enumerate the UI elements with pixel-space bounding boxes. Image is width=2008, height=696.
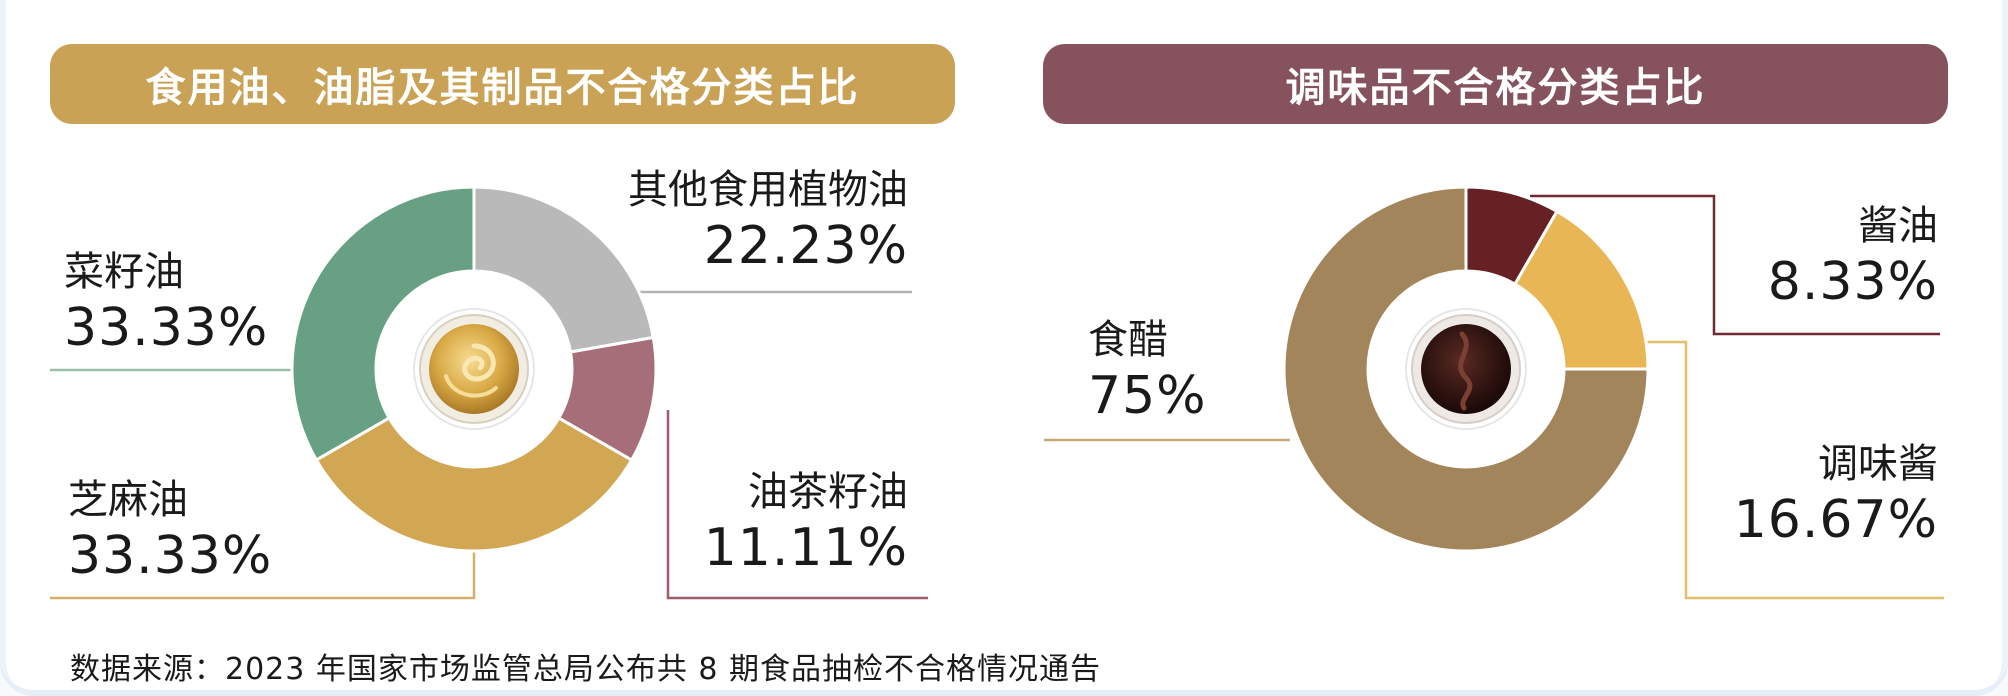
left-donut-chart [290,185,658,553]
label-name: 芝麻油 [68,477,188,523]
left-chart-title: 食用油、油脂及其制品不合格分类占比 [145,65,860,111]
label-percent: 8.33% [1767,252,1938,312]
label-name: 菜籽油 [64,249,184,295]
label-vinegar: 食醋 75% [1088,320,1207,422]
label-rapeseed-oil: 菜籽油 33.33% [64,252,268,354]
oil-dish-icon [413,308,535,430]
right-chart-title-banner: 调味品不合格分类占比 [1043,44,1948,124]
label-name: 食醋 [1088,317,1168,363]
right-donut-chart [1282,185,1650,553]
label-sesame-oil: 芝麻油 33.33% [68,480,272,582]
label-percent: 33.33% [64,298,269,358]
label-percent: 22.23% [703,216,908,276]
data-source-note: 数据来源：2023 年国家市场监管总局公布共 8 期食品抽检不合格情况通告 [70,652,1102,687]
label-name: 其他食用植物油 [628,167,908,213]
leader-soy-sauce [1530,194,1940,336]
label-seasoning-sauce: 调味酱 16.67% [1734,444,1938,546]
leader-seasoning-sauce [1646,340,1944,600]
leader-sesame-oil [50,551,476,600]
left-chart-leader-lines [50,290,928,600]
right-chart-title: 调味品不合格分类占比 [1285,65,1706,111]
left-chart-title-banner: 食用油、油脂及其制品不合格分类占比 [50,44,955,124]
label-other-vegetable-oil: 其他食用植物油 22.23% [628,170,908,272]
label-camellia-oil: 油茶籽油 11.11% [704,472,908,574]
label-name: 油茶籽油 [748,469,908,515]
sauce-dish-icon [1405,308,1527,430]
label-percent: 11.11% [703,518,908,578]
label-percent: 75% [1088,366,1207,426]
leader-camellia-oil [666,410,928,600]
right-chart-leader-lines [1044,194,1944,600]
label-soy-sauce: 酱油 8.33% [1768,206,1938,308]
label-percent: 16.67% [1733,490,1938,550]
label-name: 酱油 [1858,203,1938,249]
label-name: 调味酱 [1818,441,1938,487]
label-percent: 33.33% [68,526,273,586]
